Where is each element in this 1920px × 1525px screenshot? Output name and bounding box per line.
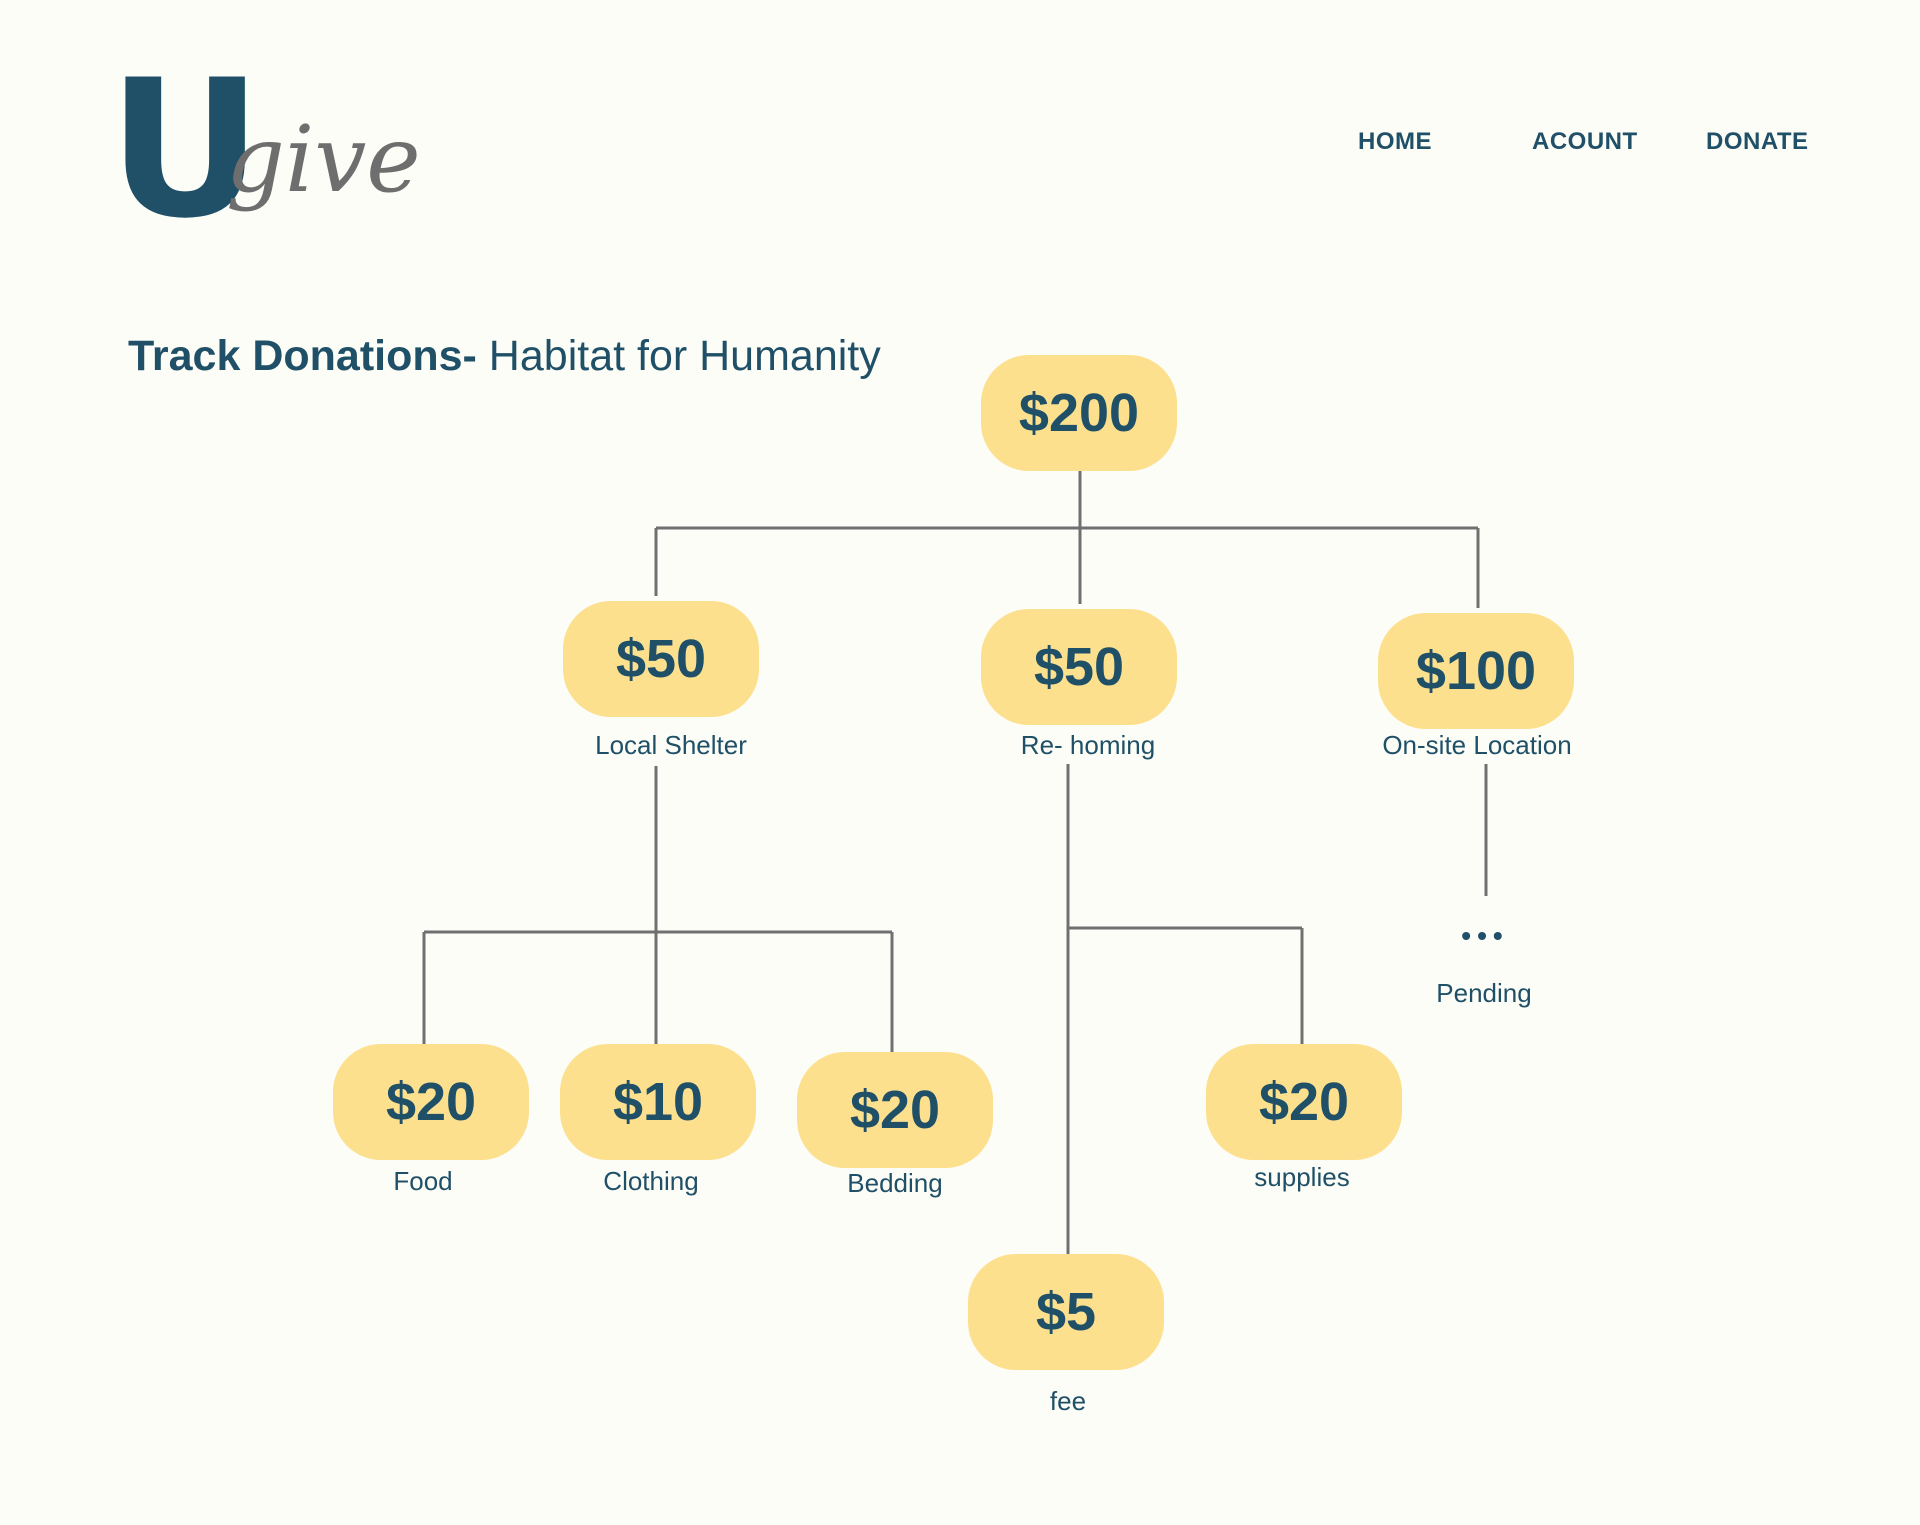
label-local-shelter: Local Shelter xyxy=(595,730,747,760)
nav-account[interactable]: ACOUNT xyxy=(1532,128,1638,155)
page-title: Track Donations- Habitat for Humanity xyxy=(128,330,881,382)
node-supplies[interactable]: $20 xyxy=(1206,1044,1402,1160)
logo-word: give xyxy=(226,106,421,213)
nav-donate[interactable]: DONATE xyxy=(1706,128,1809,155)
node-rehoming[interactable]: $50 xyxy=(981,609,1177,725)
logo[interactable]: U give xyxy=(108,39,421,260)
node-root[interactable]: $200 xyxy=(981,355,1177,471)
label-clothing: Clothing xyxy=(603,1166,699,1196)
label-pending: Pending xyxy=(1436,978,1532,1008)
label-supplies: supplies xyxy=(1254,1162,1350,1192)
node-clothing[interactable]: $10 xyxy=(560,1044,756,1160)
label-fee: fee xyxy=(1049,1386,1087,1416)
label-food: Food xyxy=(393,1166,453,1196)
node-bedding[interactable]: $20 xyxy=(797,1052,993,1168)
logo-letter: U xyxy=(108,39,263,260)
node-local-shelter[interactable]: $50 xyxy=(563,601,759,717)
page-title-bold: Track Donations- xyxy=(128,332,477,380)
top-nav: HOME ACOUNT DONATE xyxy=(0,128,1920,158)
node-food[interactable]: $20 xyxy=(333,1044,529,1160)
label-rehoming: Re- homing xyxy=(1020,730,1156,760)
label-onsite-location: On-site Location xyxy=(1382,730,1572,760)
page-title-org: Habitat for Humanity xyxy=(476,332,881,380)
node-onsite-location[interactable]: $100 xyxy=(1378,613,1574,729)
node-fee[interactable]: $5 xyxy=(968,1254,1164,1370)
nav-home[interactable]: HOME xyxy=(1358,128,1432,155)
pending-dots-icon: ••• xyxy=(1461,920,1509,951)
label-bedding: Bedding xyxy=(847,1168,943,1198)
